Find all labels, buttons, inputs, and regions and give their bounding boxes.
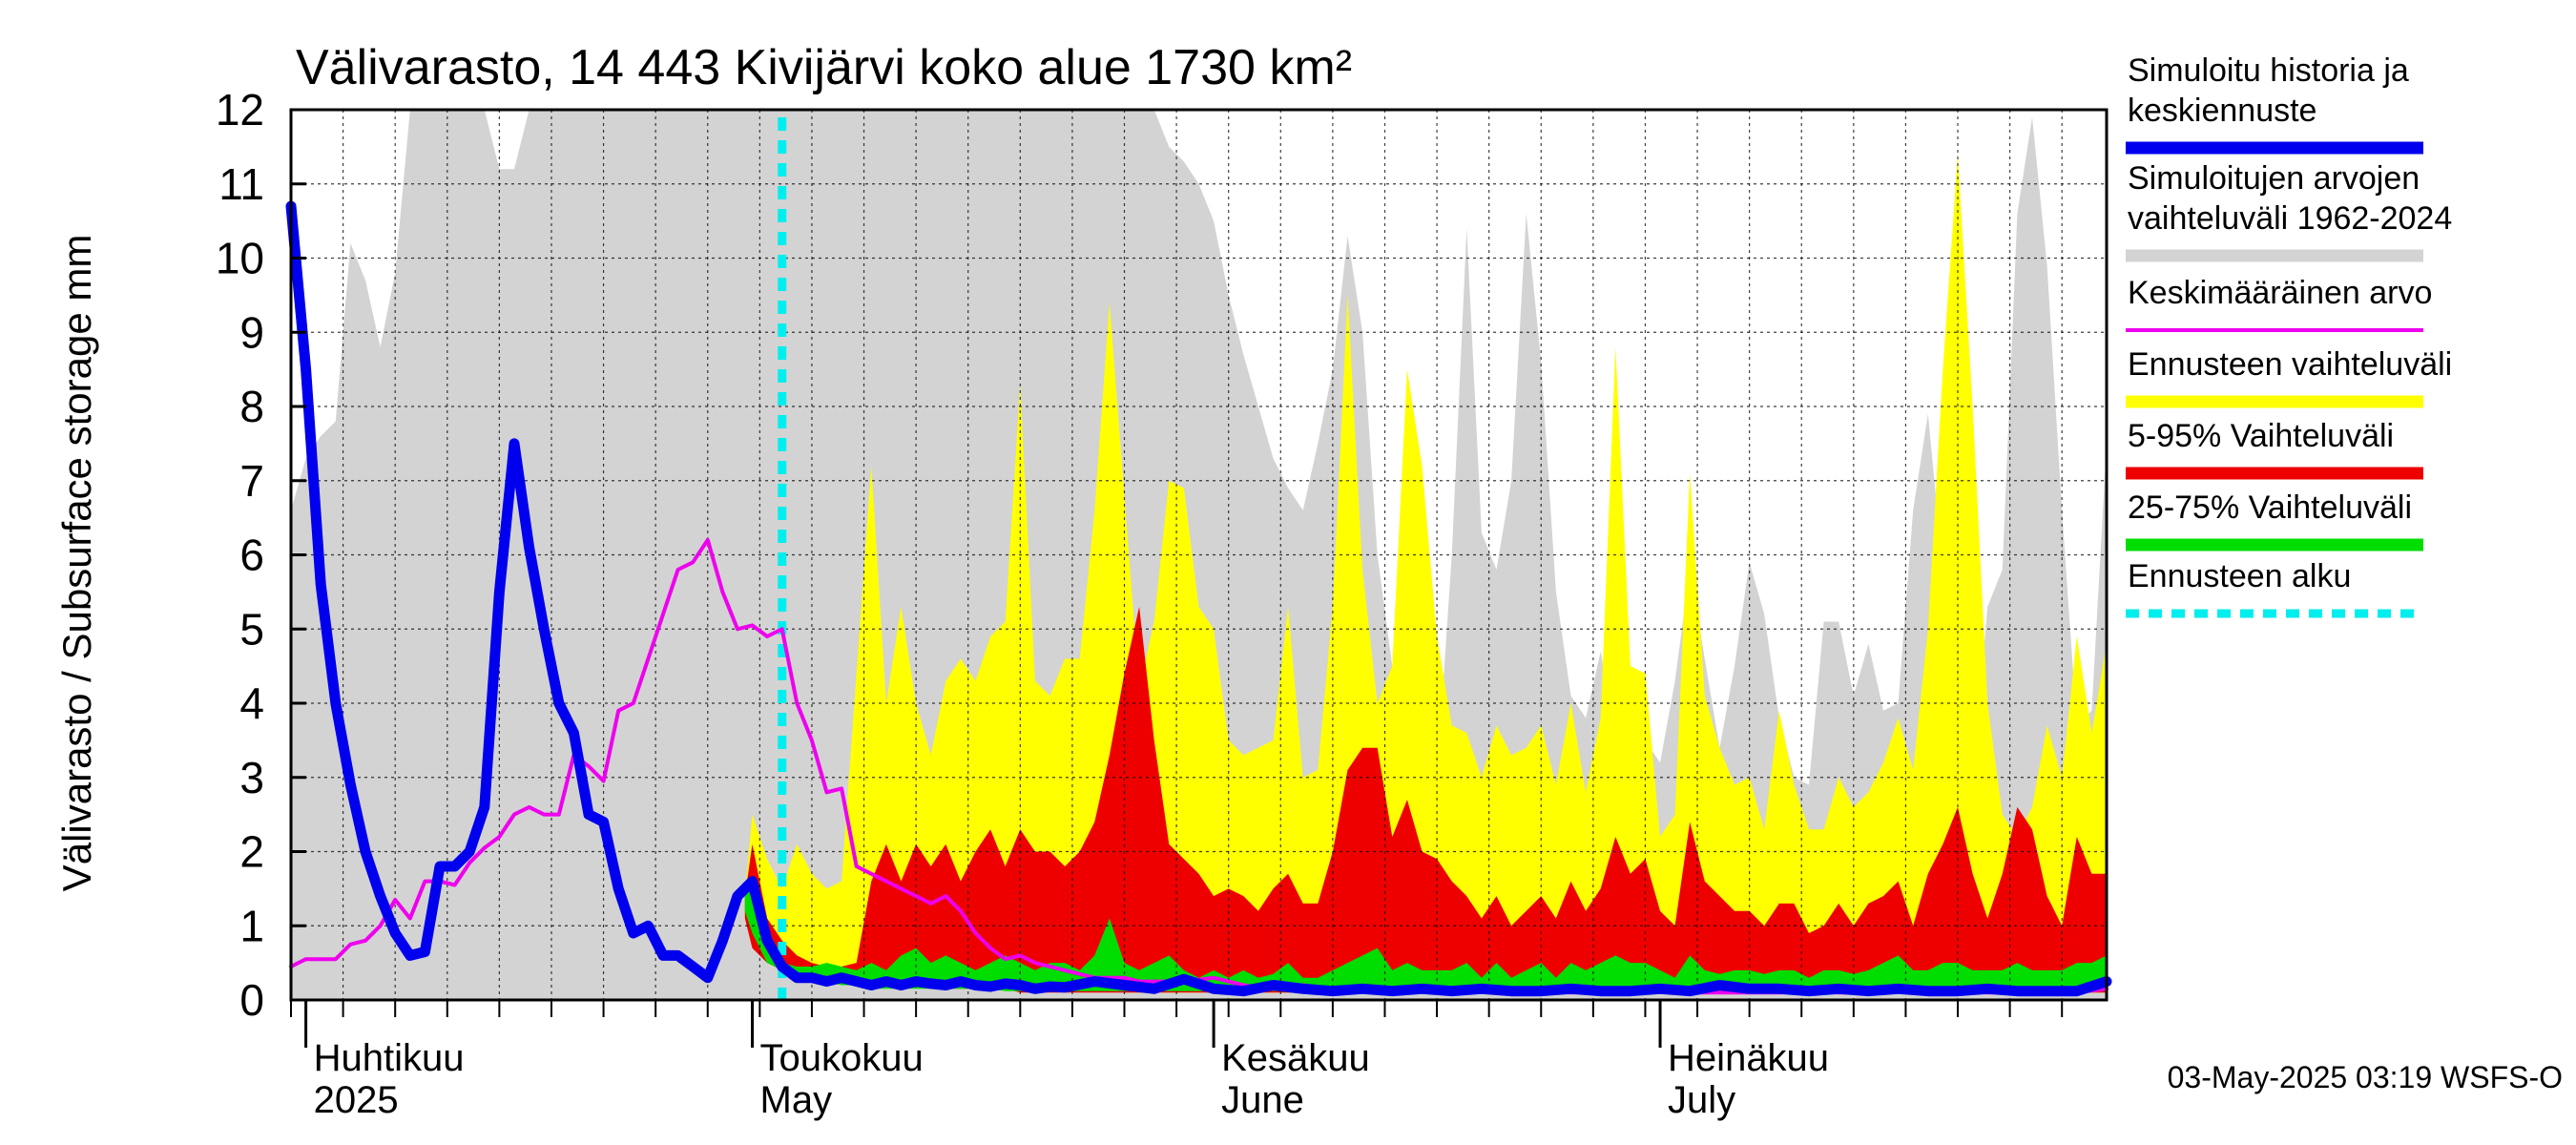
y-tick-label: 5 xyxy=(239,604,264,654)
series-line-1 xyxy=(285,200,2112,997)
month-label: Huhtikuu xyxy=(314,1037,465,1079)
month-label: Toukokuu xyxy=(760,1037,924,1079)
series-lines xyxy=(285,117,2112,1000)
y-tick-label: 7 xyxy=(239,456,264,506)
band-2 xyxy=(744,606,2107,993)
y-tick-label: 11 xyxy=(218,159,264,209)
y-axis-label: Välivarasto / Subsurface storage mm xyxy=(54,235,99,892)
y-tick-label: 10 xyxy=(216,234,264,283)
month-sublabel: 2025 xyxy=(314,1079,399,1121)
y-tick-label: 0 xyxy=(239,975,264,1025)
y-tick-label: 2 xyxy=(239,827,264,877)
month-sublabel: July xyxy=(1668,1079,1735,1121)
legend-label: Ennusteen alku xyxy=(2128,558,2351,594)
footer-timestamp: 03-May-2025 03:19 WSFS-O xyxy=(2168,1060,2563,1094)
y-tick-label: 8 xyxy=(239,382,264,431)
y-tick-label: 6 xyxy=(239,531,264,580)
y-tick-label: 9 xyxy=(239,307,264,357)
legend-label: keskiennuste xyxy=(2128,93,2316,129)
chart-title: Välivarasto, 14 443 Kivijärvi koko alue … xyxy=(296,40,1352,95)
legend: Simuloitu historia ja keskiennuste Simuloi… xyxy=(2126,52,2452,618)
month-sublabel: June xyxy=(1221,1079,1304,1121)
month-label: Kesäkuu xyxy=(1221,1037,1370,1079)
y-tick-label: 3 xyxy=(239,753,264,802)
y-tick-label: 12 xyxy=(216,85,264,135)
legend-label: Ennusteen vaihteluväli xyxy=(2128,346,2452,383)
grid xyxy=(290,110,2107,1000)
legend-label: Keskimääräinen arvo xyxy=(2128,275,2432,311)
legend-label: Simuloitu historia ja xyxy=(2128,52,2409,89)
band-1 xyxy=(744,154,2107,993)
legend-label: Simuloitujen arvojen xyxy=(2128,160,2420,197)
month-sublabel: May xyxy=(760,1079,833,1121)
month-label: Heinäkuu xyxy=(1668,1037,1829,1079)
legend-label: vaihteluväli 1962-2024 xyxy=(2128,200,2452,237)
legend-label: 5-95% Vaihteluväli xyxy=(2128,418,2394,454)
axes: 0123456789101112Huhtikuu2025ToukokuuMayK… xyxy=(216,85,2109,1121)
y-tick-label: 4 xyxy=(239,678,264,728)
legend-label: 25-75% Vaihteluväli xyxy=(2128,489,2412,526)
y-tick-label: 1 xyxy=(239,901,264,950)
